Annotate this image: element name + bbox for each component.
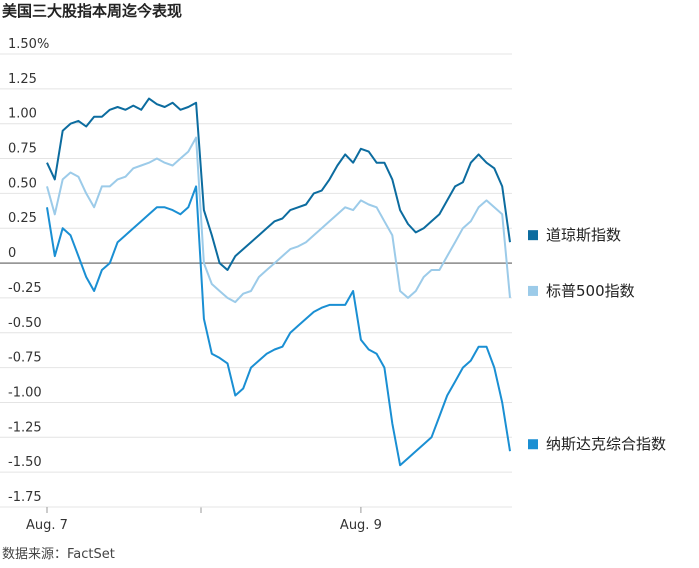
source: 数据来源：FactSet	[2, 547, 115, 562]
series-line	[46, 136, 511, 304]
series-line	[46, 185, 511, 467]
y-tick-label: -1.00	[8, 385, 42, 400]
y-tick-label: 1.00	[8, 107, 37, 122]
legend-swatch	[528, 285, 538, 296]
x-tick-label: Aug. 7	[26, 518, 68, 533]
legend-label: 纳斯达克综合指数	[546, 435, 666, 453]
y-tick-label: 0	[8, 246, 16, 261]
legend-swatch	[528, 230, 538, 241]
y-tick-label: -1.75	[8, 490, 42, 505]
x-tick-label: Aug. 9	[340, 518, 382, 533]
chart-title: 美国三大股指本周迄今表现	[2, 2, 182, 20]
y-tick-label: -0.50	[8, 316, 42, 331]
y-tick-label: 1.25	[8, 72, 37, 87]
y-tick-label: -1.50	[8, 455, 42, 470]
y-tick-label: 0.50	[8, 176, 37, 191]
legend-label: 道琼斯指数	[546, 226, 621, 244]
y-tick-label: 0.75	[8, 142, 37, 157]
y-tick-label: 1.50%	[8, 37, 49, 52]
series-line	[46, 97, 511, 271]
y-tick-label: -0.25	[8, 281, 42, 296]
legend-label: 标普500指数	[546, 282, 635, 300]
legend-swatch	[528, 439, 538, 450]
y-tick-label: -0.75	[8, 351, 42, 366]
y-tick-label: -1.25	[8, 420, 42, 435]
y-tick-label: 0.25	[8, 211, 37, 226]
